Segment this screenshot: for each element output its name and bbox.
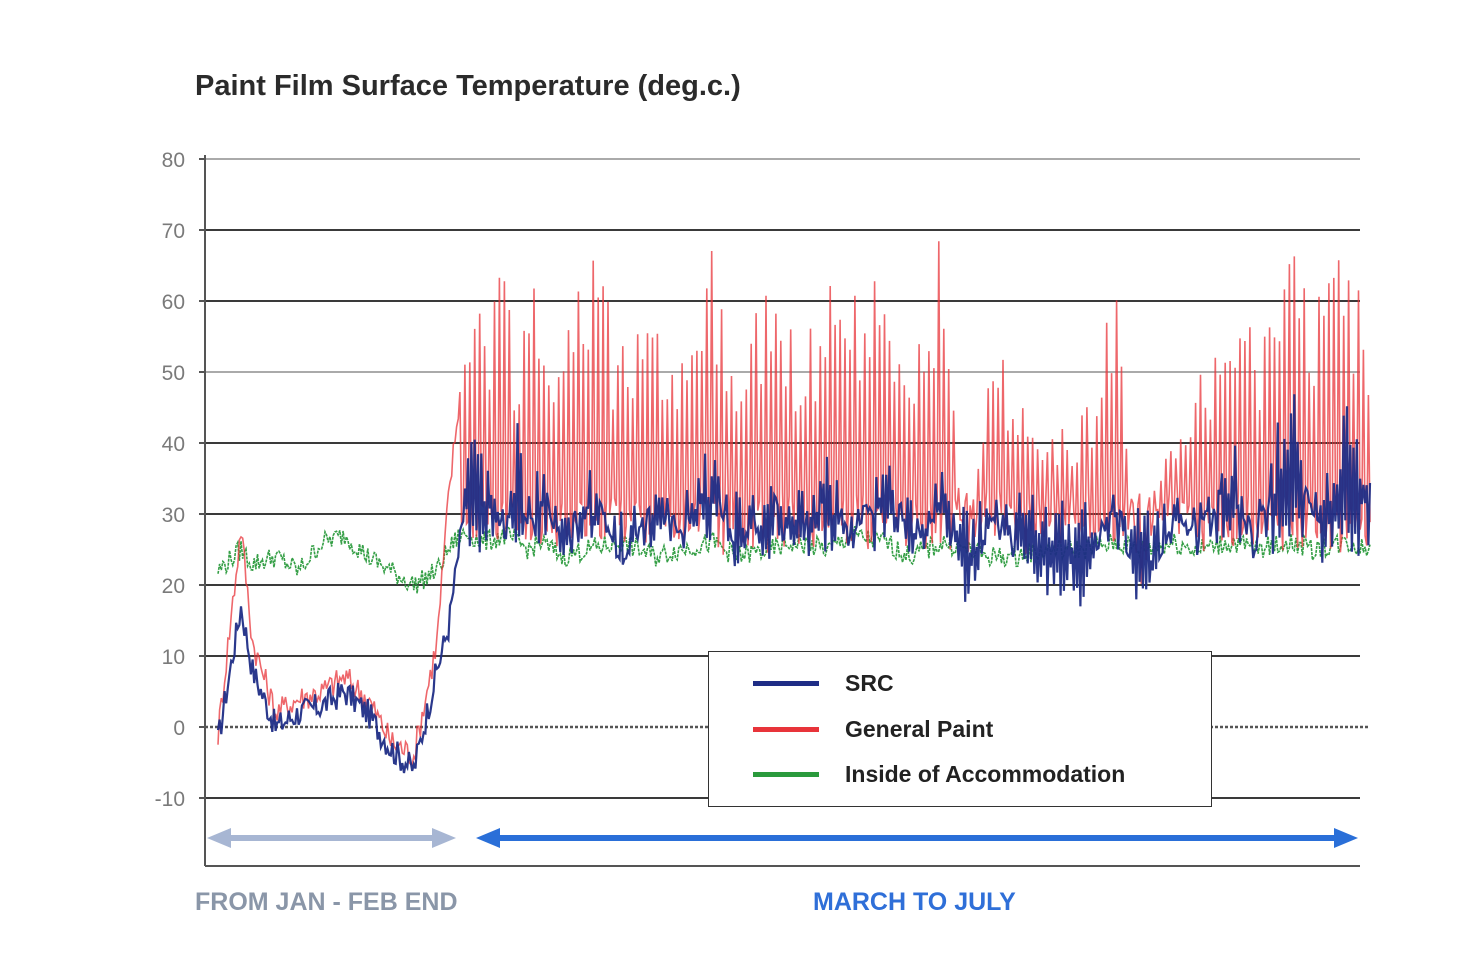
ytick-label-40: 40 [162, 433, 185, 456]
ytick-label-30: 30 [162, 504, 185, 527]
period-arrows [207, 828, 1358, 848]
ytick-label-20: 20 [162, 575, 185, 598]
legend: SRC General Paint Inside of Accommodatio… [708, 651, 1212, 807]
period-label-jan-feb: FROM JAN - FEB END [195, 888, 458, 916]
chart-title: Paint Film Surface Temperature (deg.c.) [195, 70, 741, 102]
period-label-march-july: MARCH TO JULY [813, 888, 1016, 916]
ytick-label-60: 60 [162, 291, 185, 314]
arrow-march-july-head-left [476, 828, 500, 848]
legend-label-general-paint: General Paint [845, 715, 994, 742]
arrow-jan-feb-head-right [432, 828, 456, 848]
legend-swatch-inside-accommodation [753, 771, 819, 777]
ytick-label--10: -10 [155, 788, 185, 811]
series-line-src [216, 394, 1372, 774]
legend-label-inside-accommodation: Inside of Accommodation [845, 760, 1126, 787]
ytick-label-10: 10 [162, 646, 185, 669]
arrow-march-july-head-right [1334, 828, 1358, 848]
ytick-label-0: 0 [173, 717, 185, 740]
legend-label-src: SRC [845, 669, 894, 696]
ytick-label-80: 80 [162, 149, 185, 172]
ytick-label-50: 50 [162, 362, 185, 385]
legend-item-src: SRC [753, 668, 894, 698]
legend-item-general-paint: General Paint [753, 714, 993, 744]
legend-item-inside-accommodation: Inside of Accommodation [753, 759, 1125, 789]
data-series [216, 241, 1372, 774]
arrow-jan-feb-head-left [207, 828, 231, 848]
ytick-label-70: 70 [162, 220, 185, 243]
axes: 80 70 60 50 40 30 20 10 0 -10 [155, 149, 1360, 867]
legend-swatch-src [753, 680, 819, 686]
legend-swatch-general-paint [753, 726, 819, 732]
